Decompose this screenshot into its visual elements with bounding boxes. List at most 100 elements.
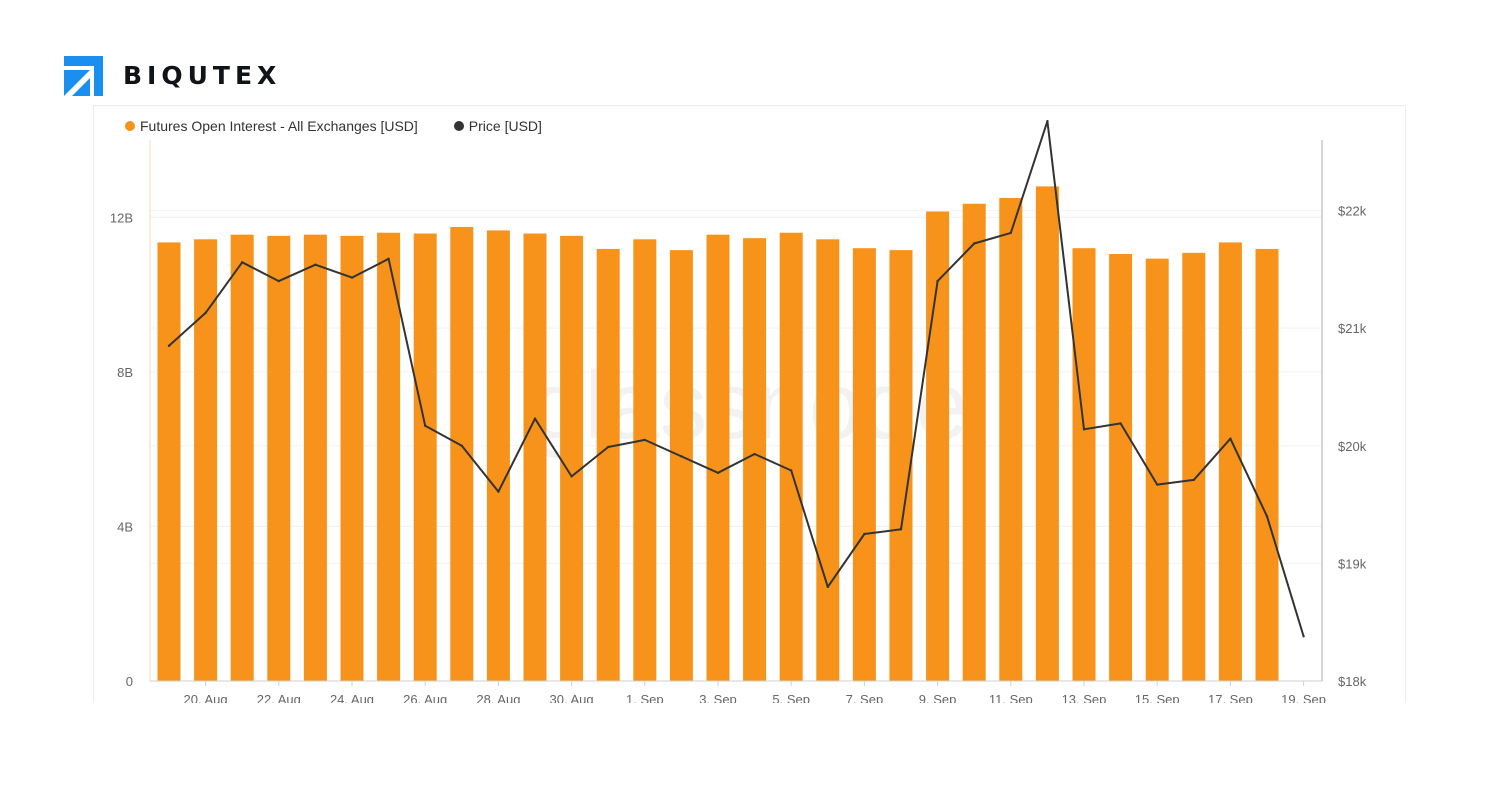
- price-point: [716, 471, 720, 475]
- price-point: [863, 532, 866, 536]
- price-line: [167, 119, 1305, 638]
- open-interest-bar: [1072, 248, 1096, 681]
- open-interest-bar: [560, 235, 584, 681]
- price-point: [387, 257, 390, 260]
- price-point: [790, 469, 793, 472]
- open-interest-bar: [523, 233, 547, 681]
- left-tick-label: 0: [126, 674, 133, 689]
- price-point: [460, 444, 463, 447]
- open-interest-bar: [852, 248, 876, 681]
- price-point: [204, 311, 207, 315]
- chart-axes: [149, 140, 1323, 682]
- x-tick-label: 26. Aug: [403, 692, 447, 707]
- open-interest-bar: [340, 235, 364, 681]
- right-tick-label: $20k: [1338, 439, 1367, 454]
- right-tick-label: $19k: [1338, 556, 1367, 571]
- open-interest-bar: [450, 226, 474, 682]
- open-interest-bar: [962, 203, 986, 681]
- right-tick-label: $21k: [1338, 321, 1367, 336]
- price-point: [350, 276, 354, 279]
- left-tick-label: 12B: [110, 210, 133, 225]
- open-interest-bar: [1109, 253, 1133, 681]
- open-interest-bar: [999, 197, 1023, 681]
- legend-label-price: Price [USD]: [468, 118, 542, 134]
- x-tick-label: 28. Aug: [476, 692, 520, 707]
- left-tick-label: 8B: [117, 365, 133, 380]
- left-axis-ticks: 0 4B 8B 12B: [110, 210, 133, 689]
- x-tick-label: 7. Sep: [846, 692, 884, 707]
- price-point: [973, 242, 976, 245]
- price-point: [497, 490, 500, 493]
- price-point: [277, 279, 280, 283]
- price-point: [826, 585, 829, 589]
- brand-logo: BIQUTEX: [64, 56, 281, 96]
- right-tick-label: $22k: [1338, 204, 1367, 219]
- price-point: [1156, 483, 1159, 486]
- open-interest-bar: [596, 248, 620, 682]
- open-interest-bar: [157, 242, 181, 681]
- x-tick-label: 22. Aug: [257, 692, 301, 707]
- x-tick-label: 5. Sep: [772, 692, 810, 707]
- price-point: [753, 452, 756, 456]
- price-point: [1265, 515, 1269, 518]
- open-interest-bar: [194, 239, 218, 682]
- chart-legend: Futures Open Interest - All Exchanges [U…: [125, 118, 578, 134]
- open-interest-bar: [1218, 242, 1242, 681]
- x-tick-label: 17. Sep: [1208, 692, 1253, 707]
- biqutex-logo-icon: [64, 56, 103, 96]
- price-point: [533, 417, 537, 420]
- price-point: [936, 279, 939, 283]
- price-point: [899, 528, 903, 531]
- x-axis-ticks: 20. Aug 22. Aug 24. Aug 26. Aug 28. Aug 30. A…: [184, 681, 1326, 707]
- right-axis-ticks: $18k $19k $20k $21k $22k: [1338, 204, 1367, 689]
- open-interest-bar: [706, 234, 730, 682]
- chart-frame: [93, 105, 1406, 703]
- legend-item-price[interactable]: Price [USD]: [453, 118, 542, 134]
- open-interest-bar: [1035, 186, 1059, 681]
- legend-swatch-price: [453, 121, 464, 131]
- x-tick-label: 19. Sep: [1281, 692, 1326, 707]
- price-point: [1229, 437, 1232, 440]
- price-point: [1192, 478, 1196, 482]
- legend-swatch-open-interest: [125, 121, 135, 131]
- x-tick-label: 11. Sep: [989, 692, 1033, 707]
- x-tick-label: 9. Sep: [919, 692, 957, 707]
- x-tick-label: 15. Sep: [1135, 692, 1180, 707]
- open-interest-bar: [633, 239, 657, 682]
- x-tick-label: 13. Sep: [1062, 692, 1107, 707]
- x-tick-label: 24. Aug: [330, 692, 374, 707]
- open-interest-bar: [267, 235, 291, 681]
- price-point: [680, 455, 683, 458]
- price-point: [1302, 635, 1305, 638]
- x-tick-label: 3. Sep: [699, 692, 737, 707]
- x-tick-label: 20. Aug: [184, 692, 228, 707]
- price-point: [643, 438, 646, 442]
- open-interest-bar: [889, 250, 913, 681]
- open-interest-bar: [303, 234, 327, 682]
- open-interest-bar: [1182, 252, 1206, 681]
- open-interest-bar: [230, 234, 254, 682]
- price-point: [607, 445, 610, 449]
- x-tick-label: 30. Aug: [550, 692, 594, 707]
- price-point: [1119, 422, 1122, 425]
- price-point: [241, 261, 244, 264]
- open-interest-bar: [1255, 248, 1279, 682]
- price-point: [424, 424, 427, 427]
- open-interest-bars: [157, 186, 1279, 682]
- open-interest-bar: [926, 211, 950, 681]
- brand-name: BIQUTEX: [123, 61, 282, 90]
- open-interest-bar: [1145, 258, 1169, 681]
- x-tick-label: 1. Sep: [626, 692, 664, 707]
- price-point: [1082, 428, 1086, 431]
- open-interest-bar: [669, 250, 693, 681]
- open-interest-bar: [779, 232, 803, 681]
- price-line-path: [168, 120, 1305, 637]
- left-tick-label: 4B: [117, 519, 133, 534]
- price-point: [1046, 119, 1049, 123]
- price-point: [314, 263, 317, 266]
- legend-item-open-interest[interactable]: Futures Open Interest - All Exchanges [U…: [125, 118, 418, 134]
- right-tick-label: $18k: [1338, 674, 1367, 689]
- open-interest-bar: [377, 232, 401, 681]
- price-point: [167, 344, 171, 348]
